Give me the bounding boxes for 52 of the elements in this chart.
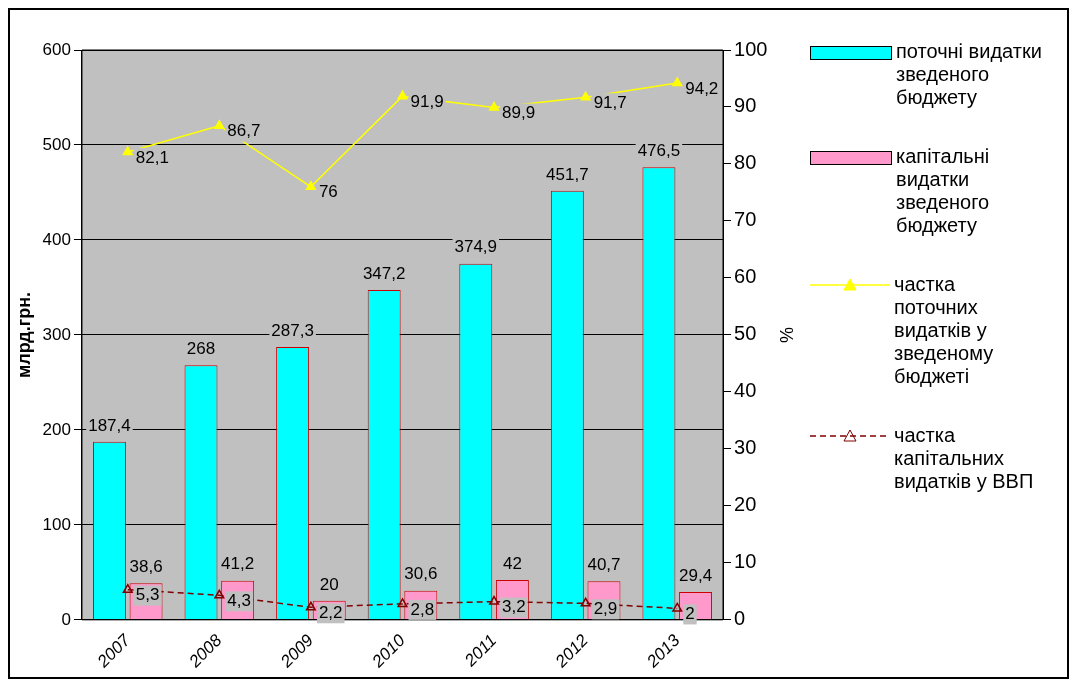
data-label: 76: [318, 182, 338, 202]
data-label: 287,3: [271, 320, 314, 340]
data-label: 91,9: [410, 91, 444, 111]
data-label: 2,8: [410, 599, 435, 619]
data-label: 94,2: [685, 78, 719, 98]
data-label: 476,5: [637, 140, 681, 160]
y-tick-label: 400: [42, 229, 71, 249]
data-label: 374,9: [454, 237, 498, 257]
data-label: 42: [502, 553, 522, 573]
y2-tick-label: 10: [734, 550, 757, 573]
legend-label: поточні видатки зведеного бюджету: [896, 40, 1043, 109]
y2-tick-label: 80: [734, 151, 757, 174]
y2-tick-label: 50: [734, 322, 757, 345]
data-label: 3,2: [502, 597, 526, 617]
data-label: 91,7: [593, 92, 627, 112]
data-label: 89,9: [502, 103, 536, 123]
y-tick-label: 100: [42, 514, 71, 534]
y-axis-title: млрд.грн.: [13, 291, 34, 378]
y-tick-label: 200: [42, 419, 71, 439]
data-label: 268: [186, 339, 216, 358]
y-tick-label: 0: [61, 609, 71, 629]
y2-tick-label: 70: [734, 208, 757, 231]
data-label: 20: [319, 574, 339, 594]
y2-tick-label: 100: [734, 37, 768, 60]
data-label: 30,6: [404, 564, 438, 584]
y2-tick-label: 0: [734, 607, 746, 630]
data-label: 38,6: [129, 556, 163, 576]
data-label: 451,7: [546, 164, 589, 184]
y-tick-label: 300: [42, 324, 71, 344]
legend-label: частка капітальних видатків у ВВП: [894, 424, 1035, 493]
data-label: 187,4: [88, 415, 131, 435]
y2-tick-label: 60: [734, 265, 757, 288]
data-label: 2,2: [318, 602, 343, 622]
y2-tick-label: 30: [734, 436, 757, 459]
y2-tick-label: 90: [734, 94, 757, 117]
data-label: 347,2: [362, 263, 406, 283]
y2-tick-label: 20: [734, 493, 757, 516]
y-tick-label: 500: [42, 134, 71, 154]
data-label: 40,7: [587, 554, 621, 574]
legend-label: частка поточних видатків у зведеному бюджеті: [894, 273, 995, 388]
data-label: 2,9: [593, 599, 618, 618]
data-label: 82,1: [135, 147, 169, 167]
data-label: 4,3: [227, 591, 251, 611]
data-label: 29,4: [679, 565, 713, 585]
y2-tick-label: 40: [734, 379, 757, 402]
legend-label: капітальні видатки зведеного бюджету: [896, 145, 991, 237]
y2-axis-title: %: [776, 326, 797, 343]
y-tick-label: 600: [42, 39, 71, 59]
data-label: 41,2: [221, 554, 255, 574]
data-label: 5,3: [135, 585, 160, 605]
data-label: 86,7: [227, 121, 261, 141]
data-label: 2: [685, 604, 695, 624]
